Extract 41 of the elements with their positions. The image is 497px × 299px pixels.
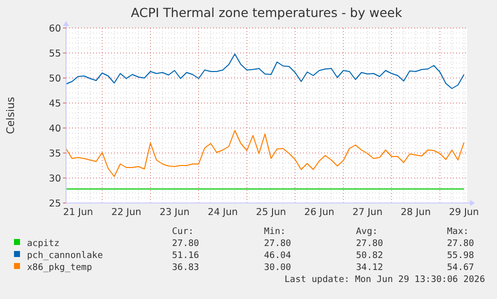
x-tick-label: 29 Jun [449,207,479,218]
y-axis-title: Celsius [5,96,17,134]
text: 27.80 [264,239,292,249]
y-tick-label: 45 [48,98,61,110]
x-tick-label: 21 Jun [63,207,94,218]
legend-label: acpitz [27,239,60,249]
text: 30.00 [264,263,292,273]
x-tick-label: 25 Jun [256,207,286,218]
x-tick-label: 27 Jun [352,207,382,218]
text: Avg: [356,227,378,237]
text: 36.83 [172,263,200,273]
y-tick-label: 35 [48,148,61,160]
text: Min: [264,227,286,237]
x-tick-label: 26 Jun [304,207,334,218]
text: 55.98 [447,251,474,261]
legend-label: x86_pkg_temp [27,263,92,273]
x-tick-label: 23 Jun [160,207,190,218]
text: 46.04 [264,251,292,261]
line-series [66,54,464,89]
text: Last update: Mon Jun 29 13:30:06 2026 [284,275,485,285]
x-tick-label: 24 Jun [208,207,238,218]
text: 51.16 [172,251,200,261]
y-tick-label: 25 [48,198,61,210]
line-series [66,130,464,177]
text: Max: [447,227,469,237]
text: 27.80 [447,239,474,249]
text: 54.67 [447,263,474,273]
y-tick-label: 60 [48,23,61,34]
text: 27.80 [172,239,200,249]
y-tick-label: 30 [48,173,61,184]
text: 50.82 [356,251,384,261]
y-tick-label: 40 [48,123,61,134]
y-tick-label: 50 [48,73,61,84]
x-tick-label: 22 Jun [111,207,142,218]
text: 27.80 [356,239,384,249]
chart-title: ACPI Thermal zone temperatures - by week [130,5,403,20]
text: Cur: [172,227,194,237]
y-tick-label: 55 [48,48,61,60]
text: 34.12 [356,263,384,273]
legend-label: pch_cannonlake [27,251,103,261]
x-tick-label: 28 Jun [400,207,431,218]
